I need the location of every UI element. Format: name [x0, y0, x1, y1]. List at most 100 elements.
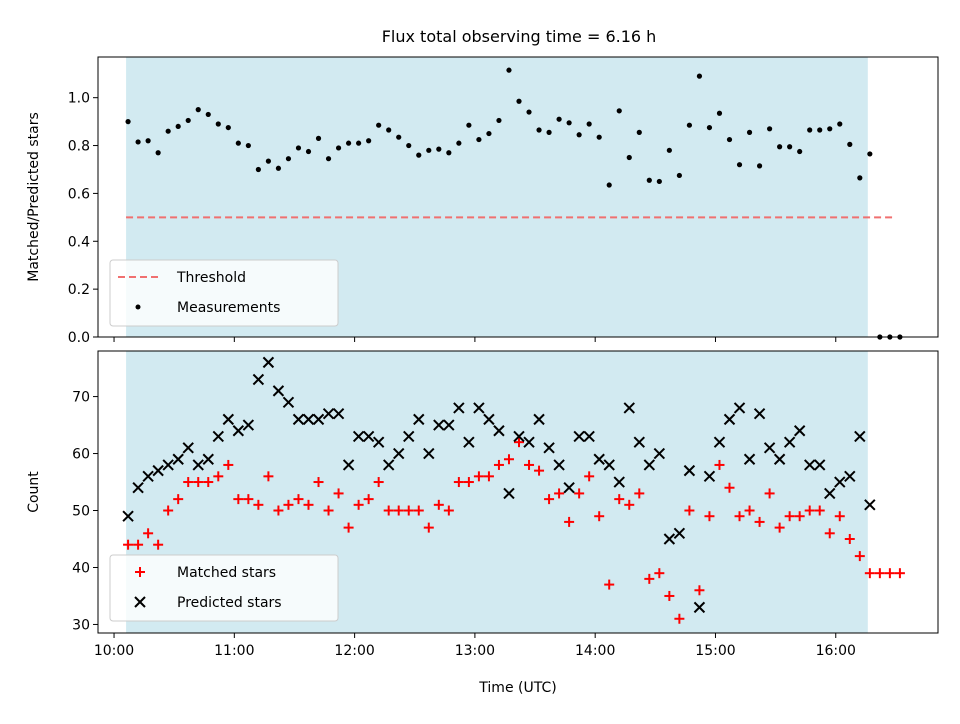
- measurement-point: [847, 141, 853, 147]
- measurement-point: [325, 156, 332, 162]
- matched-star-point: [363, 494, 374, 505]
- predicted-star-point: [423, 447, 435, 460]
- measurement-point: [546, 129, 552, 135]
- matched-star-point: [413, 505, 424, 516]
- x-tick-label: 12:00: [334, 643, 374, 659]
- matched-star-point: [483, 471, 494, 482]
- measurement-point: [125, 119, 131, 125]
- legend-measurements-swatch: [135, 304, 141, 310]
- measurement-point: [446, 150, 452, 156]
- measurement-point: [345, 140, 352, 146]
- measurement-point: [686, 122, 693, 128]
- measurement-point: [646, 177, 652, 183]
- predicted-star-point: [382, 459, 395, 471]
- matched-star-point: [323, 505, 334, 516]
- count-plot-frame: [97, 350, 939, 634]
- predicted-star-point: [613, 476, 625, 488]
- predicted-star-point: [633, 436, 645, 448]
- matched-star-point: [423, 522, 434, 533]
- measurement-point: [225, 124, 231, 131]
- measurement-point: [827, 126, 833, 132]
- matched-star-point: [854, 551, 865, 562]
- measurement-point: [616, 108, 622, 114]
- predicted-star-point: [663, 533, 676, 545]
- matched-star-point: [463, 477, 474, 488]
- measurement-point: [576, 132, 582, 138]
- x-tick-label: 10:00: [94, 643, 134, 659]
- predicted-star-point: [172, 453, 184, 465]
- predicted-star-point: [713, 436, 726, 448]
- matched-star-point: [564, 516, 575, 527]
- matched-star-point: [333, 488, 344, 499]
- count-legend-box: [109, 554, 339, 622]
- y-tick-label: 0.0: [68, 330, 90, 346]
- predicted-star-point: [743, 453, 756, 465]
- measurement-point: [235, 140, 241, 146]
- predicted-star-point: [413, 413, 425, 426]
- predicted-star-point: [533, 413, 545, 426]
- measurement-point: [366, 138, 372, 144]
- predicted-star-point: [603, 459, 615, 471]
- predicted-star-point: [733, 402, 746, 414]
- matched-star-point: [834, 511, 845, 522]
- predicted-star-point: [543, 442, 555, 454]
- count-axes: 30 40 50 60 70 10:00 11:00 12:00 13:00 14:00 15:00…: [72, 390, 856, 659]
- measurement-point: [155, 150, 161, 156]
- y-tick-label: 0.4: [68, 234, 90, 250]
- measurement-point: [536, 127, 542, 133]
- measurement-point: [285, 156, 292, 162]
- predicted-star-point: [443, 419, 455, 431]
- measurement-point: [596, 134, 602, 140]
- matched-star-point: [303, 499, 314, 510]
- y-tick-label: 50: [72, 504, 90, 520]
- measurement-point: [265, 158, 272, 164]
- matched-star-point: [554, 488, 565, 499]
- matched-star-point: [253, 499, 264, 510]
- legend-predicted-label: Predicted stars: [177, 595, 282, 611]
- matched-star-point: [724, 482, 735, 493]
- y-tick-label: 0.2: [68, 282, 90, 298]
- ratio-plot-frame: [97, 56, 939, 338]
- matched-star-point: [584, 471, 595, 482]
- matched-star-point: [604, 579, 615, 590]
- legend-threshold-label: Threshold: [176, 270, 246, 286]
- measurement-point: [837, 121, 843, 127]
- predicted-star-point: [493, 425, 505, 437]
- measurement-point: [416, 152, 422, 158]
- matched-star-point: [684, 505, 695, 516]
- matched-star-point: [143, 528, 154, 539]
- predicted-star-point: [844, 470, 856, 483]
- predicted-star-point: [513, 430, 525, 443]
- predicted-star-point: [483, 413, 495, 426]
- matched-star-point: [524, 459, 535, 470]
- measurement-point: [376, 122, 382, 128]
- matched-star-point: [293, 494, 304, 505]
- predicted-star-point: [272, 385, 285, 397]
- y-tick-label: 30: [72, 617, 90, 633]
- matched-star-point: [123, 539, 134, 550]
- predicted-star-point: [573, 430, 585, 443]
- matched-star-point: [634, 488, 645, 499]
- predicted-star-point: [242, 419, 255, 431]
- matched-star-point: [764, 488, 775, 499]
- predicted-star-point: [302, 413, 315, 426]
- predicted-star-point: [352, 430, 365, 443]
- x-tick-label: 16:00: [816, 643, 856, 659]
- matched-star-point: [243, 494, 254, 505]
- predicted-star-point: [563, 482, 575, 494]
- measurement-point: [396, 134, 402, 140]
- predicted-star-point: [152, 464, 164, 477]
- predicted-star-point: [282, 396, 295, 408]
- predicted-star-point: [433, 419, 445, 431]
- measurement-point: [466, 122, 472, 128]
- predicted-star-point: [553, 459, 565, 471]
- measurement-point: [496, 117, 502, 124]
- predicted-star-point: [793, 425, 806, 437]
- matched-star-point: [714, 459, 725, 470]
- predicted-star-point: [232, 425, 245, 437]
- measurement-point: [566, 120, 572, 126]
- matched-star-point: [153, 539, 164, 550]
- matched-star-point: [654, 568, 665, 579]
- predicted-star-point: [593, 453, 605, 465]
- matched-star-point: [644, 573, 655, 584]
